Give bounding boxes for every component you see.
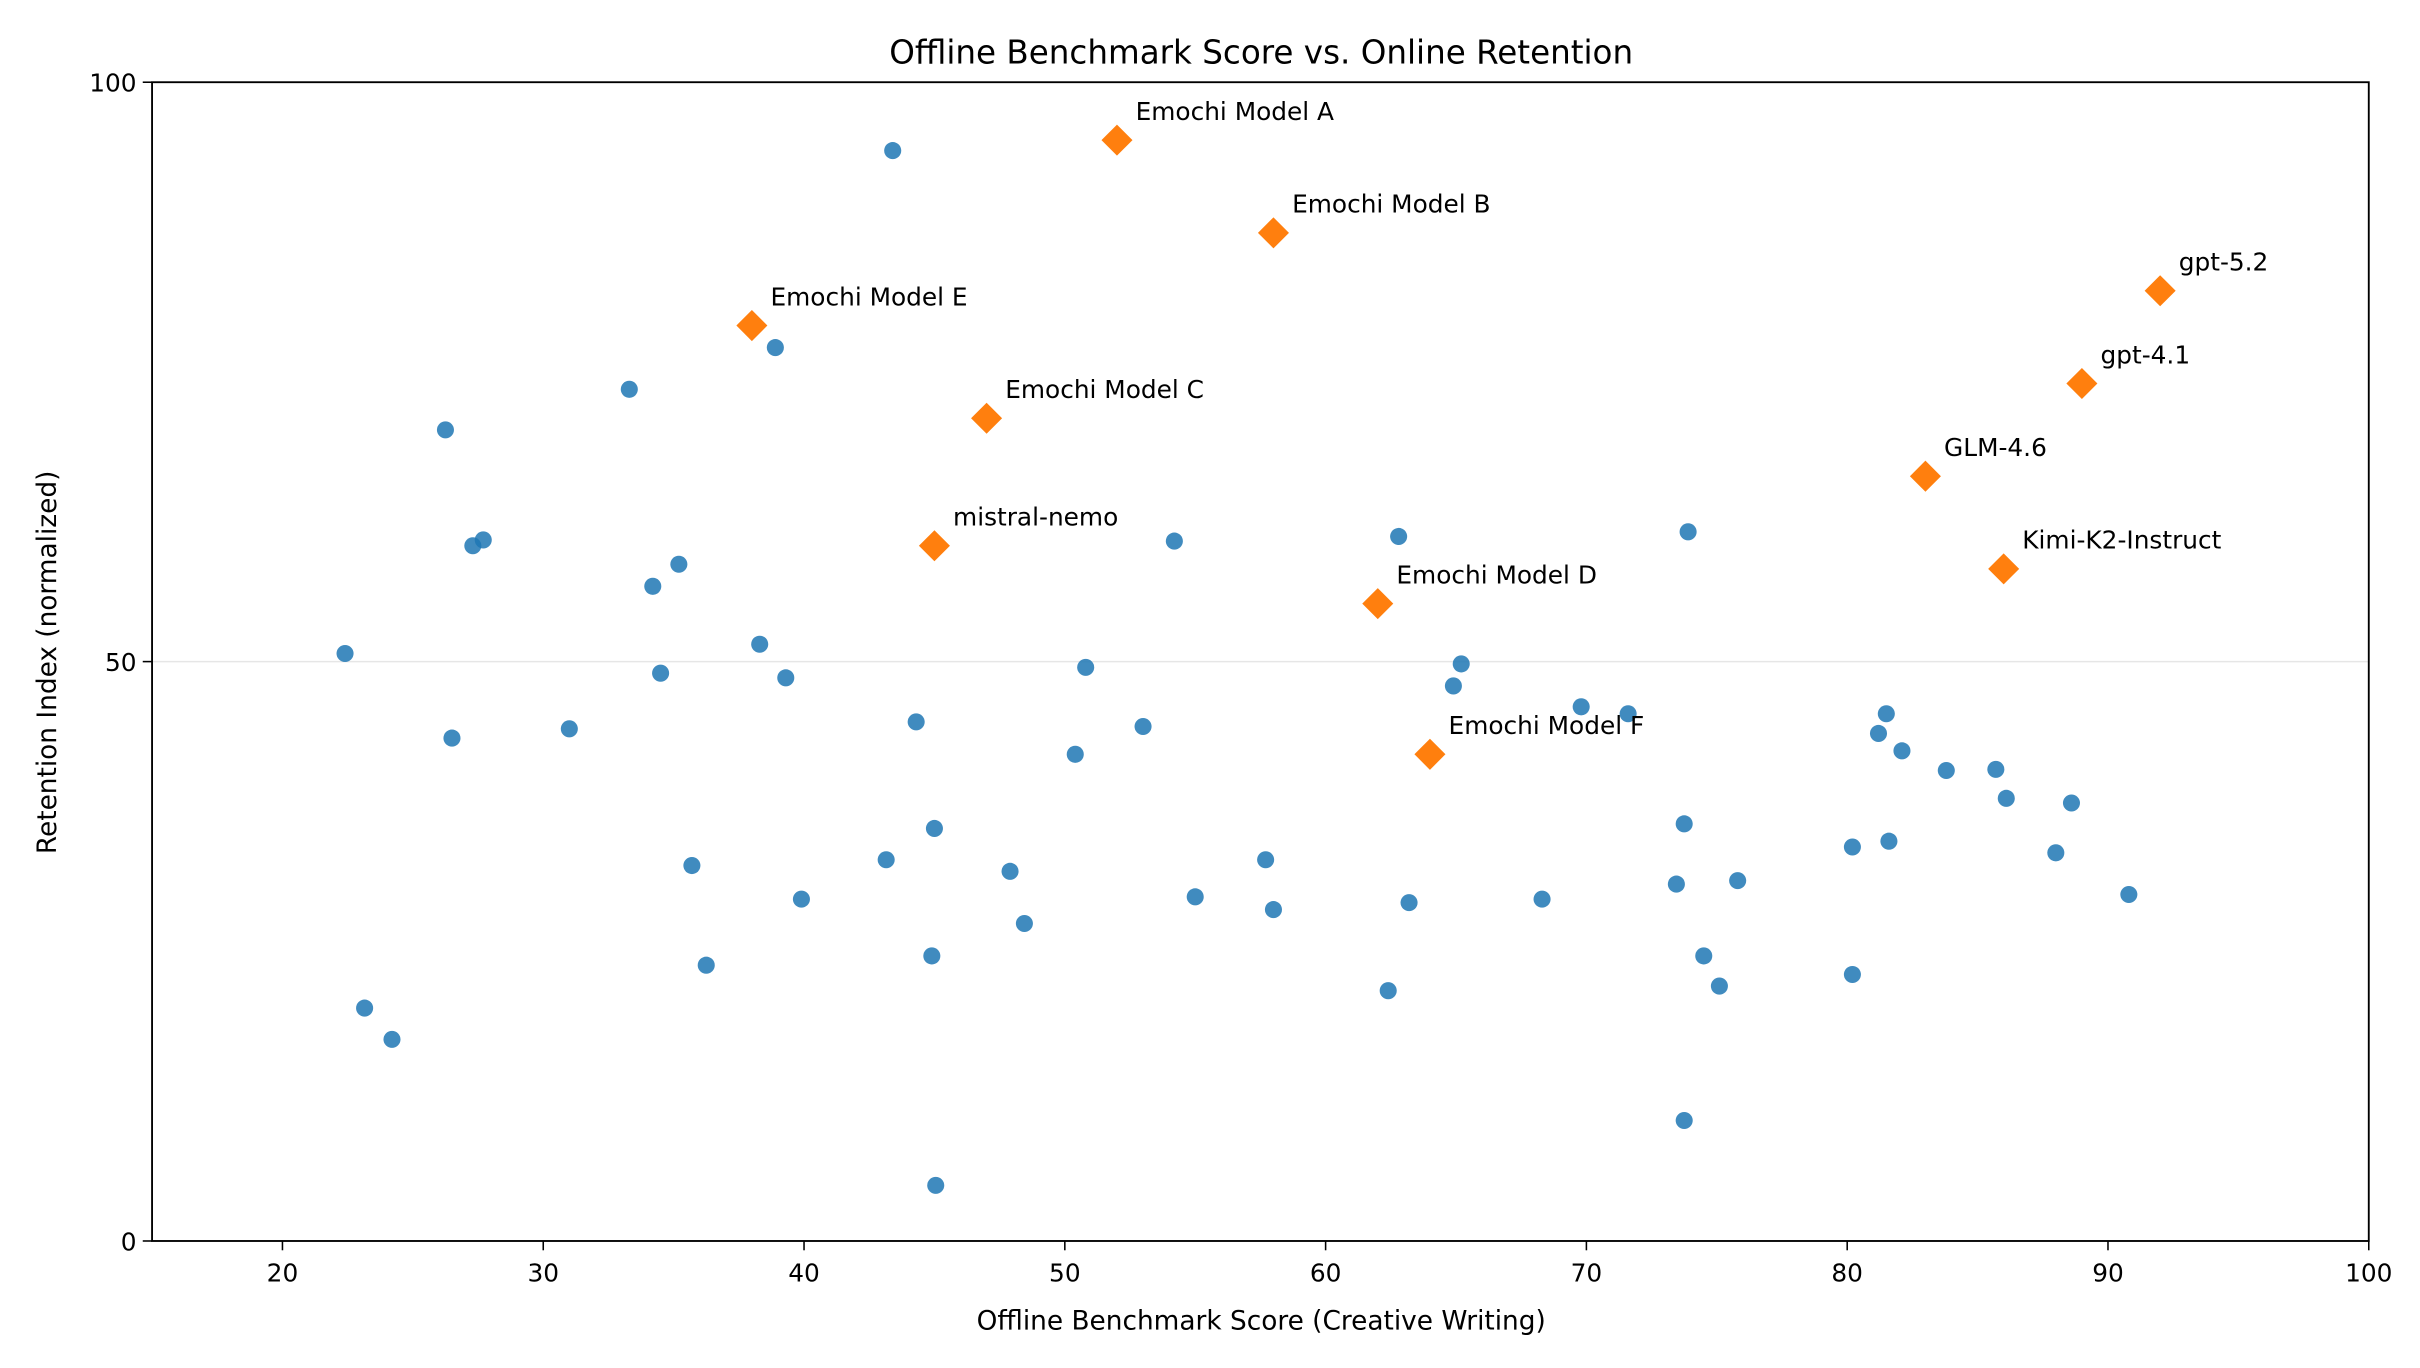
scatter-point	[1572, 698, 1590, 716]
scatter-point	[1400, 894, 1418, 912]
scatter-point	[1066, 745, 1084, 763]
scatter-point	[1710, 977, 1728, 995]
point-label: Emochi Model C	[1005, 375, 1204, 404]
point-label: Emochi Model D	[1396, 560, 1597, 589]
scatter-point	[1001, 862, 1019, 880]
scatter-point	[1880, 832, 1898, 850]
scatter-point	[1379, 982, 1397, 1000]
scatter-point	[1679, 523, 1697, 541]
scatter-point	[670, 555, 688, 573]
scatter-point	[1015, 914, 1033, 933]
highlight-point	[1909, 460, 1941, 492]
y-tick-label: 50	[105, 648, 137, 677]
scatter-point	[792, 890, 810, 908]
point-label: mistral-nemo	[953, 503, 1118, 532]
scatter-point	[1165, 532, 1183, 550]
point-label: gpt-4.1	[2101, 340, 2191, 369]
scatter-point	[1186, 888, 1204, 906]
scatter-point	[697, 956, 715, 974]
x-axis-label: Offline Benchmark Score (Creative Writin…	[977, 1306, 1546, 1336]
x-tick-label: 90	[2092, 1258, 2124, 1287]
scatter-point	[1987, 760, 2005, 778]
x-tick-label: 100	[2345, 1258, 2392, 1287]
scatter-point	[877, 851, 895, 869]
scatter-point	[1893, 742, 1911, 760]
highlight-point	[1362, 588, 1394, 620]
x-tick-label: 60	[1310, 1258, 1342, 1287]
scatter-point	[356, 999, 374, 1017]
x-tick-label: 50	[1049, 1258, 1081, 1287]
point-label: gpt-5.2	[2179, 248, 2269, 277]
scatter-point	[751, 635, 769, 653]
y-axis-label: Retention Index (normalized)	[33, 471, 63, 854]
scatter-point	[927, 1176, 945, 1194]
plot-frame	[151, 81, 2370, 1242]
scatter-point	[436, 421, 454, 439]
scatter-point	[1533, 890, 1551, 908]
y-tick-label: 100	[89, 69, 136, 98]
scatter-point	[620, 380, 638, 398]
scatter-point	[443, 729, 461, 747]
scatter-point	[2047, 844, 2065, 862]
point-label: Emochi Model F	[1449, 711, 1645, 740]
point-label: GLM-4.6	[1944, 433, 2047, 462]
scatter-point	[560, 720, 578, 738]
x-tick-label: 40	[788, 1258, 820, 1287]
scatter-point	[1937, 761, 1955, 780]
x-tick-label: 30	[527, 1258, 559, 1287]
point-label: Emochi Model A	[1136, 97, 1334, 126]
highlight-point	[1988, 553, 2020, 585]
scatter-point	[1997, 789, 2015, 807]
scatter-point	[884, 142, 902, 160]
scatter-point	[644, 577, 662, 595]
x-tick-label: 20	[267, 1258, 299, 1287]
scatter-point	[925, 819, 943, 837]
highlight-point	[2066, 367, 2098, 400]
scatter-point	[907, 713, 925, 731]
scatter-point	[1843, 838, 1861, 856]
scatter-point	[777, 669, 795, 687]
highlight-point	[1101, 124, 1133, 156]
scatter-point	[474, 531, 492, 549]
scatter-point	[1452, 655, 1470, 673]
highlight-point	[971, 402, 1003, 434]
point-label: Emochi Model B	[1292, 190, 1490, 219]
x-tick-label: 70	[1571, 1258, 1603, 1287]
scatter-point	[683, 857, 701, 875]
scatter-point	[2120, 885, 2138, 904]
y-tick-label: 0	[121, 1227, 137, 1256]
scatter-point	[1667, 875, 1685, 893]
scatter-point	[1675, 815, 1693, 833]
scatter-point	[1077, 658, 1095, 676]
highlight-point	[2144, 275, 2176, 307]
highlight-point	[918, 530, 950, 562]
point-label: Emochi Model E	[770, 282, 967, 311]
scatter-point	[1134, 717, 1152, 736]
scatter-point	[1843, 965, 1861, 984]
point-label: Kimi-K2-Instruct	[2022, 526, 2221, 555]
scatter-point	[923, 947, 941, 965]
scatter-point	[1695, 947, 1713, 965]
scatter-point	[766, 339, 784, 357]
x-tick-label: 80	[1831, 1258, 1863, 1287]
scatter-point	[1869, 724, 1888, 742]
scatter-point	[652, 664, 670, 682]
scatter-point	[1390, 527, 1408, 545]
scatter-point	[1444, 677, 1462, 695]
scatter-point	[336, 644, 354, 663]
scatter-point	[1675, 1111, 1693, 1130]
highlight-point	[1414, 738, 1446, 770]
chart-title: Offline Benchmark Score vs. Online Reten…	[889, 34, 1633, 72]
scatter-point	[1264, 901, 1282, 919]
scatter-point	[383, 1030, 401, 1048]
highlight-point	[1257, 217, 1289, 249]
scatter-point	[1729, 872, 1747, 890]
scatter-point	[2062, 794, 2081, 812]
scatter-point	[1619, 705, 1637, 723]
highlight-point	[736, 310, 768, 342]
scatter-point	[1877, 705, 1895, 723]
scatter-point	[1257, 851, 1275, 869]
